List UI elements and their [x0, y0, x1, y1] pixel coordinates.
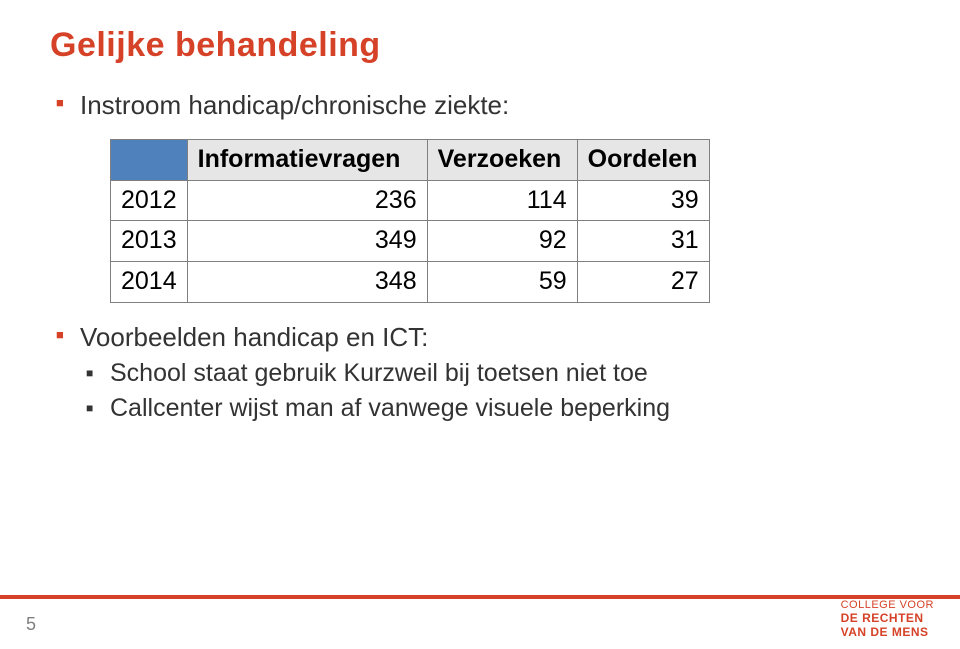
- table-header-blank: [111, 139, 188, 180]
- sub-bullet: Callcenter wijst man af vanwege visuele …: [80, 394, 910, 423]
- table-cell: 114: [427, 180, 577, 221]
- slide-footer: 5 COLLEGE VOOR DE RECHTEN VAN DE MENS: [0, 595, 960, 649]
- logo-line: DE RECHTEN: [841, 611, 934, 625]
- table-cell: 348: [187, 262, 427, 303]
- table-row: 2012 236 114 39: [111, 180, 710, 221]
- sub-bullet: School staat gebruik Kurzweil bij toetse…: [80, 359, 910, 388]
- bullet-list: Instroom handicap/chronische ziekte: Inf…: [50, 89, 910, 423]
- table-row: 2014 348 59 27: [111, 262, 710, 303]
- table-row: 2013 349 92 31: [111, 221, 710, 262]
- table-cell: 59: [427, 262, 577, 303]
- slide: Gelijke behandeling Instroom handicap/ch…: [0, 0, 960, 649]
- table-header-row: Informatievragen Verzoeken Oordelen: [111, 139, 710, 180]
- data-table: Informatievragen Verzoeken Oordelen 2012…: [110, 139, 710, 303]
- bullet-examples: Voorbeelden handicap en ICT: School staa…: [50, 321, 910, 423]
- table-cell: 39: [577, 180, 709, 221]
- table-year-cell: 2014: [111, 262, 188, 303]
- sub-bullet-text: Callcenter wijst man af vanwege visuele …: [110, 394, 670, 422]
- sub-bullet-list: School staat gebruik Kurzweil bij toetse…: [80, 359, 910, 423]
- table-year-cell: 2013: [111, 221, 188, 262]
- bullet-intro: Instroom handicap/chronische ziekte: Inf…: [50, 89, 910, 303]
- table-cell: 31: [577, 221, 709, 262]
- table-cell: 27: [577, 262, 709, 303]
- table-cell: 236: [187, 180, 427, 221]
- bullet-text: Voorbeelden handicap en ICT:: [80, 322, 428, 352]
- logo-line: COLLEGE VOOR: [841, 599, 934, 611]
- table-header-col: Verzoeken: [427, 139, 577, 180]
- table-header-col: Oordelen: [577, 139, 709, 180]
- footer-logo: COLLEGE VOOR DE RECHTEN VAN DE MENS: [841, 599, 934, 639]
- table-cell: 349: [187, 221, 427, 262]
- page-number: 5: [26, 614, 36, 635]
- table-year-cell: 2012: [111, 180, 188, 221]
- logo-line: VAN DE MENS: [841, 625, 934, 639]
- table-header-col: Informatievragen: [187, 139, 427, 180]
- footer-bar: [0, 595, 960, 599]
- slide-title: Gelijke behandeling: [50, 26, 910, 65]
- sub-bullet-text: School staat gebruik Kurzweil bij toetse…: [110, 359, 648, 387]
- bullet-text: Instroom handicap/chronische ziekte:: [80, 90, 509, 120]
- table-cell: 92: [427, 221, 577, 262]
- data-table-wrap: Informatievragen Verzoeken Oordelen 2012…: [110, 139, 910, 303]
